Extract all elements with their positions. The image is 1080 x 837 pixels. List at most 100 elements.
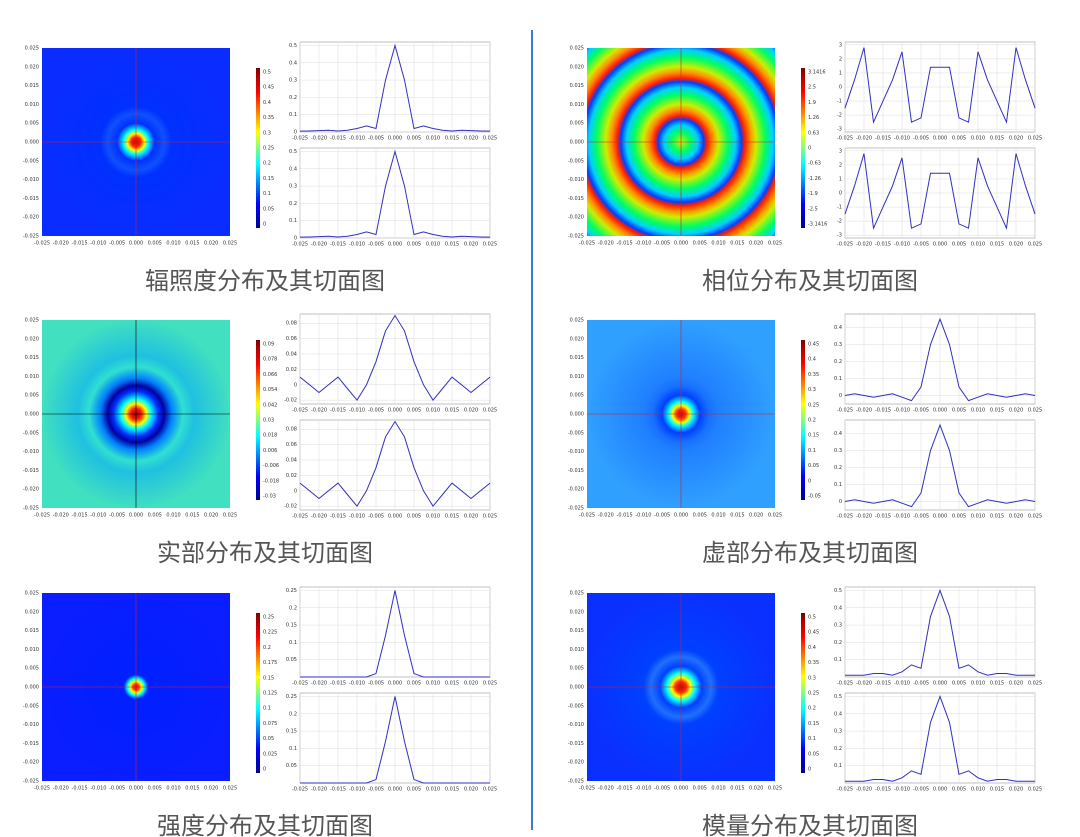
colorbar-label: 0.2: [263, 161, 271, 167]
x-tick-label: 0.015: [185, 786, 199, 792]
y-tick-label: 0.025: [570, 318, 584, 324]
x-tick-label: -0.025: [292, 681, 308, 687]
colorbar-label: -0.63: [808, 161, 821, 167]
profile-line: [844, 423, 1036, 508]
x-tick-label: -0.020: [856, 787, 872, 793]
y-tick-label: 0.000: [25, 140, 39, 146]
x-tick-label: 0.020: [1009, 514, 1023, 520]
x-tick-label: 0.000: [933, 242, 947, 248]
x-tick-label: 0.015: [730, 786, 744, 792]
y-tick-label: 0.1: [289, 746, 297, 752]
x-tick-label: -0.025: [837, 136, 853, 142]
y-tick-label: 0.025: [25, 591, 39, 597]
colorbar-label: 0.05: [808, 463, 819, 469]
y-tick-label: 0.08: [286, 321, 297, 327]
x-tick-label: -0.020: [856, 514, 872, 520]
x-tick-label: 0.015: [990, 681, 1004, 687]
y-tick-label: 0.4: [834, 605, 842, 611]
x-tick-label: 0.020: [464, 514, 478, 520]
y-tick-label: -0.02: [284, 398, 297, 404]
colorbar-label: 0.25: [808, 691, 819, 697]
colorbar-label: 0.15: [263, 675, 274, 681]
y-tick-label: -0.015: [568, 468, 584, 474]
colorbar-label: 1.9: [808, 100, 816, 106]
x-tick-label: 0.005: [952, 514, 966, 520]
y-tick-label: 0.025: [25, 46, 39, 52]
x-tick-label: 0.010: [426, 681, 440, 687]
x-tick-label: 0.025: [223, 241, 237, 247]
colorbar-label: 0.05: [263, 736, 274, 742]
x-tick-label: 0.020: [204, 241, 218, 247]
colorbar-label: 0.15: [263, 176, 274, 182]
x-tick-label: 0.010: [426, 136, 440, 142]
y-tick-label: 0.06: [286, 336, 297, 342]
x-tick-label: -0.010: [894, 242, 910, 248]
y-tick-label: -0.025: [23, 779, 39, 785]
x-tick-label: 0.005: [407, 136, 421, 142]
colorbar-label: -0.006: [263, 463, 279, 469]
x-tick-label: 0.000: [674, 513, 688, 519]
x-tick-label: -0.005: [654, 513, 670, 519]
x-tick-label: 0.005: [148, 513, 162, 519]
colorbar-label: 0.2: [808, 706, 816, 712]
x-tick-label: 0.000: [388, 787, 402, 793]
y-tick-label: 0.005: [570, 666, 584, 672]
x-tick-label: -0.005: [368, 681, 384, 687]
x-tick-label: -0.020: [311, 514, 327, 520]
colorbar-label: 0.075: [263, 721, 277, 727]
x-tick-label: 0.000: [933, 681, 947, 687]
colorbar-label: 0.35: [808, 372, 819, 378]
colorbar-label: 1.26: [808, 115, 819, 121]
y-tick-label: 0.3: [834, 729, 842, 735]
x-tick-label: -0.015: [330, 408, 346, 414]
y-tick-label: 0.2: [289, 605, 297, 611]
colorbar-label: 0.45: [808, 630, 819, 636]
colorbar-label: 0.35: [263, 115, 274, 121]
x-tick-label: -0.025: [34, 241, 50, 247]
y-tick-label: 0: [839, 191, 842, 197]
x-tick-label: 0.020: [749, 241, 763, 247]
x-tick-label: -0.020: [53, 241, 69, 247]
x-tick-label: -0.005: [109, 241, 125, 247]
x-tick-label: -0.005: [913, 681, 929, 687]
colorbar-label: 0.45: [263, 85, 274, 91]
x-tick-label: -0.005: [913, 408, 929, 414]
x-tick-label: -0.025: [34, 513, 50, 519]
y-tick-label: 0.010: [570, 647, 584, 653]
y-tick-label: 0.25: [286, 694, 297, 700]
colorbar-label: 0.006: [263, 448, 277, 454]
colorbar-label: 0.1: [263, 191, 271, 197]
y-tick-label: -0.005: [568, 430, 584, 436]
x-tick-label: 0.005: [407, 514, 421, 520]
y-tick-label: -1: [837, 99, 842, 105]
y-tick-label: 0.3: [834, 448, 842, 454]
y-tick-label: 0.08: [286, 427, 297, 433]
y-tick-label: 0.010: [25, 374, 39, 380]
y-tick-label: 0.05: [286, 763, 297, 769]
y-tick-label: 0.4: [834, 711, 842, 717]
x-tick-label: 0.020: [1009, 242, 1023, 248]
profile-line: [844, 317, 1036, 402]
x-tick-label: -0.010: [349, 136, 365, 142]
x-tick-label: 0.010: [166, 513, 180, 519]
x-tick-label: 0.010: [426, 514, 440, 520]
x-tick-label: -0.015: [72, 786, 88, 792]
x-tick-label: 0.025: [483, 242, 497, 248]
colorbar-label: 0.15: [808, 433, 819, 439]
x-tick-label: -0.020: [311, 136, 327, 142]
x-tick-label: -0.015: [617, 786, 633, 792]
x-tick-label: 0.010: [971, 787, 985, 793]
colorbar-label: -2.5: [808, 206, 818, 212]
profile-line: [844, 47, 1036, 124]
x-tick-label: 0.005: [693, 786, 707, 792]
x-tick-label: -0.025: [292, 514, 308, 520]
y-tick-label: 0.010: [570, 374, 584, 380]
colorbar-label: 0.25: [263, 615, 274, 621]
y-tick-label: -0.010: [568, 449, 584, 455]
y-tick-label: -3: [837, 127, 842, 133]
x-tick-label: 0.000: [933, 787, 947, 793]
x-tick-label: -0.025: [579, 513, 595, 519]
y-tick-label: 0.2: [834, 640, 842, 646]
y-tick-label: -0.005: [568, 158, 584, 164]
